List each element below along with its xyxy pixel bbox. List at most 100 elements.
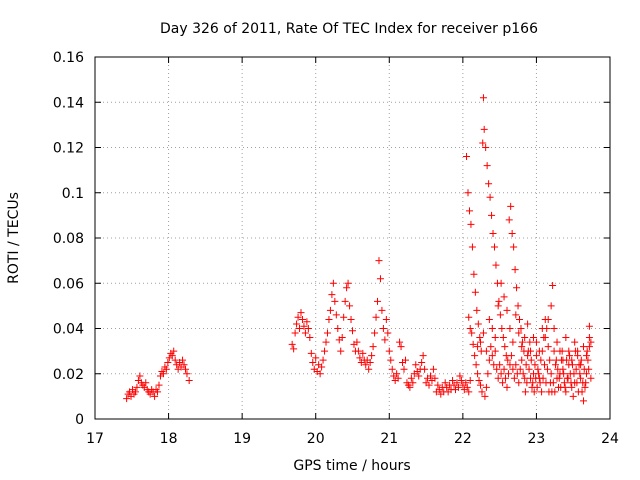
data-points	[123, 94, 595, 405]
data-point	[353, 338, 361, 346]
data-point	[463, 383, 471, 391]
data-point	[319, 356, 327, 364]
data-point	[325, 315, 333, 323]
data-point	[356, 354, 364, 362]
data-point	[570, 370, 578, 378]
x-tick-labels: 17 18 19 20 21 22 23 24	[86, 431, 619, 447]
data-point	[300, 322, 308, 330]
data-point	[521, 388, 529, 396]
data-point	[291, 329, 299, 337]
data-point	[510, 243, 518, 251]
data-point	[554, 365, 562, 373]
data-point	[469, 340, 477, 348]
data-point	[511, 266, 519, 274]
data-point	[474, 320, 482, 328]
data-point	[480, 125, 488, 133]
chart-title: Day 326 of 2011, Rate Of TEC Index for r…	[160, 21, 538, 37]
data-point	[585, 322, 593, 330]
data-point	[515, 329, 523, 337]
data-point	[552, 361, 560, 369]
data-point	[321, 347, 329, 355]
data-point	[561, 383, 569, 391]
data-point	[354, 347, 362, 355]
data-point	[497, 370, 505, 378]
data-point	[577, 356, 585, 364]
data-point	[572, 365, 580, 373]
data-point	[426, 372, 434, 380]
data-point	[323, 329, 331, 337]
data-point	[296, 325, 304, 332]
data-point	[492, 261, 500, 269]
data-point	[162, 365, 170, 373]
data-point	[474, 370, 482, 378]
data-point	[396, 338, 404, 346]
x-tick-label: 20	[307, 431, 325, 447]
data-point	[549, 282, 557, 290]
data-point	[471, 288, 479, 296]
data-point	[490, 243, 498, 251]
data-point	[379, 325, 387, 332]
data-point	[569, 392, 577, 400]
y-tick-label: 0.02	[53, 367, 84, 383]
data-point	[388, 365, 396, 373]
data-point	[527, 356, 535, 364]
data-point	[482, 383, 490, 391]
data-point	[499, 379, 507, 387]
data-point	[580, 397, 588, 405]
data-point	[574, 388, 582, 396]
y-tick-label: 0.14	[53, 95, 84, 111]
data-point	[479, 139, 487, 147]
data-point	[573, 379, 581, 387]
data-point	[293, 320, 301, 328]
data-point	[382, 315, 390, 323]
x-tick-label: 18	[160, 431, 178, 447]
x-tick-label: 21	[380, 431, 398, 447]
data-point	[322, 338, 330, 346]
data-point	[337, 347, 345, 355]
data-point	[514, 302, 522, 310]
data-point	[494, 302, 502, 310]
data-point	[304, 325, 312, 332]
data-point	[537, 356, 545, 364]
data-point	[583, 347, 591, 355]
data-point	[506, 361, 514, 369]
data-point	[171, 356, 179, 364]
data-point	[371, 329, 379, 337]
data-point	[466, 325, 474, 332]
data-point	[301, 329, 309, 337]
data-point	[454, 383, 462, 391]
data-point	[568, 361, 576, 369]
data-point	[556, 347, 564, 355]
data-point	[505, 216, 513, 224]
data-point	[316, 370, 324, 378]
data-point	[179, 356, 187, 364]
data-point	[491, 334, 499, 342]
data-point	[485, 315, 493, 323]
data-point	[543, 365, 551, 373]
data-point	[577, 374, 585, 382]
data-point	[397, 343, 405, 351]
y-tick-label: 0.04	[53, 322, 84, 338]
data-point	[303, 318, 311, 326]
data-point	[123, 395, 131, 403]
data-point	[288, 340, 296, 348]
data-point	[544, 315, 552, 323]
data-point	[510, 374, 518, 382]
data-point	[393, 370, 401, 378]
data-point	[381, 336, 389, 344]
data-point	[507, 202, 515, 210]
data-point	[412, 361, 420, 369]
y-tick-label: 0	[75, 412, 84, 428]
data-point	[503, 306, 511, 314]
data-point	[490, 361, 498, 369]
data-point	[503, 383, 511, 391]
data-point	[585, 334, 593, 342]
data-point	[365, 365, 373, 373]
data-point	[164, 358, 172, 366]
data-point	[309, 358, 317, 366]
data-point	[497, 279, 505, 287]
data-point	[486, 193, 494, 201]
data-point	[453, 379, 461, 387]
data-point	[421, 365, 429, 373]
data-point	[562, 388, 570, 396]
